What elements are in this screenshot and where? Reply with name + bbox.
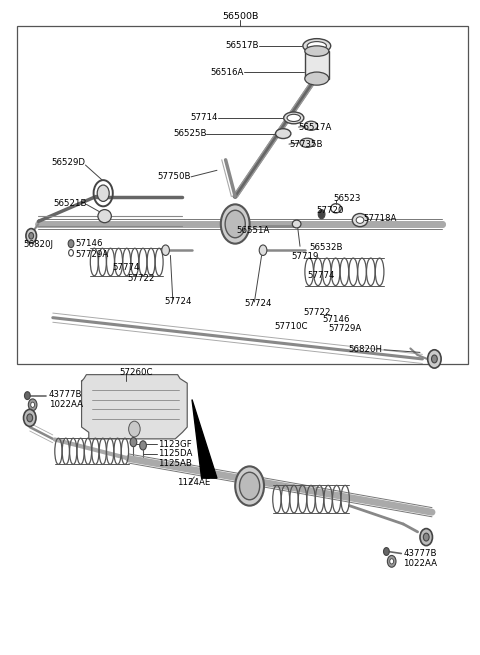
Ellipse shape bbox=[24, 409, 36, 426]
Ellipse shape bbox=[352, 214, 368, 227]
Bar bbox=[305, 51, 329, 79]
Circle shape bbox=[162, 245, 169, 255]
Ellipse shape bbox=[221, 204, 250, 244]
Text: 56525B: 56525B bbox=[173, 129, 206, 138]
Ellipse shape bbox=[423, 533, 429, 541]
Text: 56516A: 56516A bbox=[210, 67, 244, 77]
Ellipse shape bbox=[305, 72, 329, 85]
Circle shape bbox=[129, 421, 140, 437]
Ellipse shape bbox=[276, 128, 291, 139]
Circle shape bbox=[259, 245, 267, 255]
Text: 56517B: 56517B bbox=[226, 41, 259, 50]
Text: 1125AB: 1125AB bbox=[158, 459, 192, 468]
Ellipse shape bbox=[29, 233, 34, 239]
Text: 57260C: 57260C bbox=[119, 367, 153, 377]
Text: 1123GF: 1123GF bbox=[158, 440, 192, 449]
Ellipse shape bbox=[225, 210, 245, 238]
Text: 1125DA: 1125DA bbox=[158, 449, 193, 458]
Text: 57729A: 57729A bbox=[76, 250, 109, 259]
Text: 1124AE: 1124AE bbox=[177, 478, 210, 487]
Text: 57729A: 57729A bbox=[329, 324, 362, 333]
Text: 57146: 57146 bbox=[323, 315, 350, 324]
Ellipse shape bbox=[284, 112, 304, 124]
Circle shape bbox=[28, 399, 37, 411]
Ellipse shape bbox=[304, 121, 318, 130]
Text: 56820J: 56820J bbox=[23, 240, 53, 249]
Circle shape bbox=[68, 240, 74, 248]
Ellipse shape bbox=[432, 355, 437, 363]
Ellipse shape bbox=[26, 229, 36, 243]
Text: 57735B: 57735B bbox=[289, 140, 323, 149]
Polygon shape bbox=[82, 375, 187, 439]
Circle shape bbox=[387, 555, 396, 567]
Ellipse shape bbox=[303, 39, 331, 53]
Circle shape bbox=[384, 548, 389, 555]
Text: 56500B: 56500B bbox=[222, 12, 258, 21]
Circle shape bbox=[140, 441, 146, 450]
Text: 43777B: 43777B bbox=[49, 390, 83, 400]
Ellipse shape bbox=[287, 114, 300, 121]
Text: 57710C: 57710C bbox=[275, 322, 308, 331]
Text: 57750B: 57750B bbox=[157, 172, 191, 181]
Ellipse shape bbox=[27, 414, 33, 422]
Bar bbox=[17, 26, 468, 364]
Text: 57774: 57774 bbox=[307, 271, 335, 280]
Text: 1022AA: 1022AA bbox=[403, 559, 437, 568]
Text: 57719: 57719 bbox=[292, 252, 319, 261]
Ellipse shape bbox=[97, 185, 109, 202]
Ellipse shape bbox=[305, 46, 329, 56]
Text: 57718A: 57718A bbox=[364, 214, 397, 223]
Polygon shape bbox=[192, 400, 217, 478]
Circle shape bbox=[130, 438, 137, 447]
Text: 57714: 57714 bbox=[191, 113, 218, 122]
Circle shape bbox=[31, 402, 35, 407]
Text: 56529D: 56529D bbox=[51, 158, 85, 167]
Text: 57146: 57146 bbox=[76, 239, 103, 248]
Ellipse shape bbox=[240, 472, 260, 500]
Text: 57724: 57724 bbox=[245, 299, 272, 308]
Text: 56551A: 56551A bbox=[236, 226, 270, 235]
Text: 56521B: 56521B bbox=[53, 198, 86, 208]
Text: 1022AA: 1022AA bbox=[49, 400, 83, 409]
Text: 56532B: 56532B bbox=[310, 243, 343, 252]
Text: 43777B: 43777B bbox=[403, 549, 437, 558]
Text: 56523: 56523 bbox=[333, 194, 360, 203]
Text: 56517A: 56517A bbox=[299, 122, 332, 132]
Ellipse shape bbox=[428, 350, 441, 368]
Ellipse shape bbox=[235, 466, 264, 506]
Text: 57724: 57724 bbox=[164, 297, 192, 306]
Text: 56820H: 56820H bbox=[348, 345, 383, 354]
Ellipse shape bbox=[292, 220, 301, 228]
Text: 57774: 57774 bbox=[112, 263, 140, 272]
Circle shape bbox=[318, 210, 325, 219]
Circle shape bbox=[390, 559, 394, 564]
Ellipse shape bbox=[307, 42, 326, 50]
Ellipse shape bbox=[420, 529, 432, 546]
Text: 57722: 57722 bbox=[303, 308, 331, 317]
Ellipse shape bbox=[98, 210, 111, 223]
Ellipse shape bbox=[300, 138, 314, 147]
Ellipse shape bbox=[356, 217, 364, 223]
Text: 57722: 57722 bbox=[127, 274, 155, 283]
Circle shape bbox=[24, 392, 30, 400]
Text: 57720: 57720 bbox=[317, 206, 344, 215]
